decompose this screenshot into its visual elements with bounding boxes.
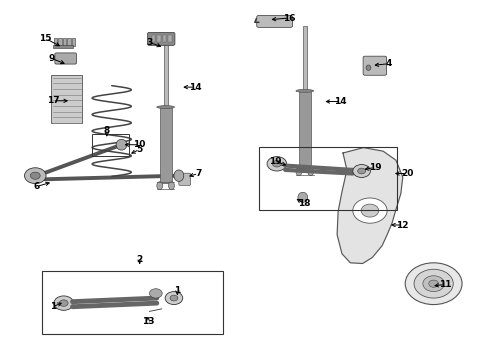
Ellipse shape bbox=[157, 182, 163, 190]
Text: 19: 19 bbox=[368, 163, 381, 172]
Text: 12: 12 bbox=[396, 220, 409, 230]
Text: 20: 20 bbox=[401, 169, 414, 178]
Circle shape bbox=[414, 269, 453, 298]
Circle shape bbox=[54, 296, 74, 310]
FancyBboxPatch shape bbox=[257, 15, 293, 27]
Bar bbox=[157, 35, 161, 42]
FancyBboxPatch shape bbox=[179, 173, 191, 185]
Bar bbox=[54, 38, 57, 46]
Ellipse shape bbox=[308, 168, 314, 176]
Circle shape bbox=[267, 157, 287, 171]
Circle shape bbox=[272, 161, 281, 167]
Circle shape bbox=[59, 300, 68, 306]
Circle shape bbox=[353, 165, 370, 177]
Ellipse shape bbox=[298, 192, 308, 202]
Bar bbox=[299, 91, 311, 168]
Ellipse shape bbox=[169, 182, 174, 190]
Text: 8: 8 bbox=[104, 126, 110, 135]
Bar bbox=[168, 35, 172, 42]
Circle shape bbox=[405, 263, 462, 305]
Text: 7: 7 bbox=[195, 169, 202, 178]
Ellipse shape bbox=[366, 65, 371, 71]
Circle shape bbox=[429, 280, 439, 287]
Ellipse shape bbox=[157, 105, 174, 108]
Bar bbox=[303, 26, 307, 102]
Bar bbox=[67, 38, 71, 46]
Ellipse shape bbox=[296, 168, 302, 176]
Bar bbox=[92, 134, 129, 156]
Text: 11: 11 bbox=[439, 280, 451, 289]
Circle shape bbox=[358, 168, 366, 174]
Bar bbox=[53, 45, 73, 48]
FancyBboxPatch shape bbox=[363, 56, 387, 75]
Circle shape bbox=[353, 198, 387, 223]
Text: 6: 6 bbox=[34, 182, 40, 191]
Bar bbox=[259, 147, 397, 210]
Polygon shape bbox=[337, 148, 403, 264]
Circle shape bbox=[30, 172, 40, 179]
Bar bbox=[63, 38, 66, 46]
Text: 9: 9 bbox=[48, 54, 55, 63]
Text: 4: 4 bbox=[385, 59, 392, 68]
Bar bbox=[163, 35, 166, 42]
Text: 18: 18 bbox=[297, 199, 310, 208]
Ellipse shape bbox=[116, 139, 127, 150]
Bar bbox=[164, 44, 168, 118]
Text: 3: 3 bbox=[147, 38, 152, 47]
Circle shape bbox=[149, 289, 162, 298]
Circle shape bbox=[165, 292, 183, 305]
Text: 13: 13 bbox=[142, 317, 154, 325]
Text: 17: 17 bbox=[47, 96, 59, 105]
Circle shape bbox=[170, 295, 178, 301]
Text: 5: 5 bbox=[137, 145, 143, 154]
Ellipse shape bbox=[296, 89, 314, 92]
Text: 19: 19 bbox=[269, 157, 282, 166]
FancyBboxPatch shape bbox=[147, 32, 175, 45]
Text: 14: 14 bbox=[334, 97, 347, 106]
Bar bbox=[58, 38, 62, 46]
Text: 15: 15 bbox=[39, 34, 52, 43]
Text: 2: 2 bbox=[137, 256, 143, 264]
Bar bbox=[152, 35, 155, 42]
Text: 10: 10 bbox=[133, 140, 146, 149]
Text: 16: 16 bbox=[283, 14, 295, 23]
Text: 1: 1 bbox=[50, 302, 56, 311]
Circle shape bbox=[361, 204, 379, 217]
Ellipse shape bbox=[174, 170, 184, 181]
Bar bbox=[72, 38, 75, 46]
Circle shape bbox=[24, 168, 46, 184]
Circle shape bbox=[423, 276, 444, 292]
Bar bbox=[42, 271, 223, 334]
FancyBboxPatch shape bbox=[55, 53, 76, 64]
Bar bbox=[160, 107, 172, 183]
Text: 1: 1 bbox=[174, 287, 180, 295]
Bar bbox=[51, 75, 82, 123]
Text: 14: 14 bbox=[189, 83, 201, 92]
